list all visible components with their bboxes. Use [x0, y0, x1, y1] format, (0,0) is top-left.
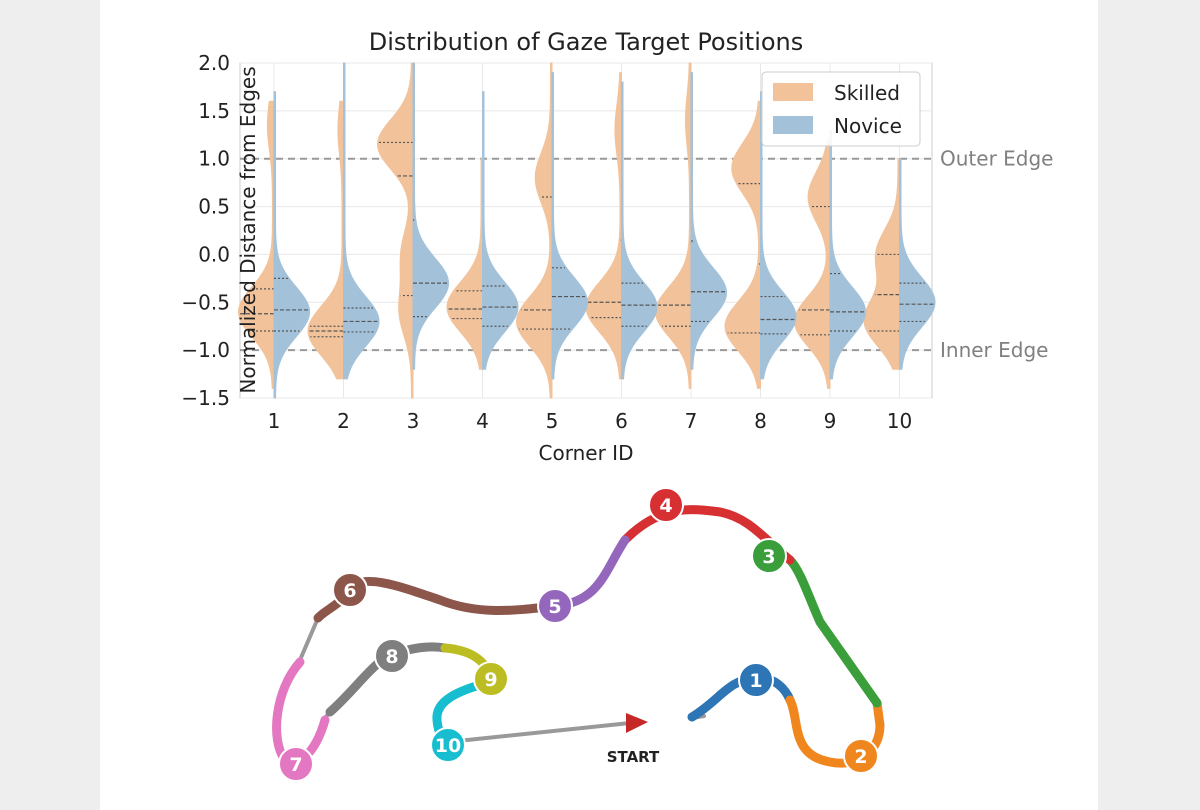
corner-marker-label-7: 7	[289, 754, 302, 776]
y-axis-ticks: 2.0 1.5 1.0 0.5 0.0 −0.5 −1.0 −1.5	[181, 51, 230, 410]
corner-marker-1	[738, 662, 774, 698]
violin-novice-9	[829, 129, 867, 380]
legend-label-novice: Novice	[834, 114, 902, 138]
violin-chart: Distribution of Gaze Target Positions Ou…	[181, 28, 1053, 465]
x-tick-label: 8	[754, 409, 767, 433]
violins	[237, 62, 936, 399]
reference-line-label: Outer Edge	[940, 147, 1053, 171]
x-axis-label: Corner ID	[539, 441, 634, 465]
corner-segment-2	[785, 695, 885, 768]
corner-marker-10	[430, 727, 466, 763]
corner-marker-label-1: 1	[749, 670, 762, 692]
violin-skilled-3	[376, 62, 414, 399]
violin-novice-10	[899, 158, 936, 370]
chart-title: Distribution of Gaze Target Positions	[369, 28, 804, 56]
x-tick-label: 1	[268, 409, 281, 433]
y-tick-label: 0.0	[198, 242, 230, 266]
y-axis-label: Normalized Distance from Edges	[236, 66, 260, 393]
violin-novice-4	[482, 91, 519, 370]
violin-novice-2	[343, 62, 380, 380]
y-tick-label: 1.5	[198, 99, 230, 123]
legend-label-skilled: Skilled	[834, 81, 900, 105]
x-tick-label: 4	[476, 409, 489, 433]
x-tick-label: 3	[407, 409, 420, 433]
violin-novice-5	[551, 72, 589, 380]
corner-segment-6	[313, 577, 560, 623]
corner-marker-label-8: 8	[385, 646, 398, 668]
start-arrow-icon	[626, 713, 648, 733]
corner-marker-label-2: 2	[854, 746, 867, 768]
violin-novice-7	[690, 72, 728, 370]
track-map: START 1 2 3 4 5 6 7 8 9 10	[272, 487, 885, 782]
x-tick-label: 10	[887, 409, 912, 433]
violin-skilled-7	[654, 62, 692, 389]
violin-skilled-5	[515, 62, 553, 399]
y-tick-label: −1.5	[181, 386, 230, 410]
violin-skilled-2	[307, 100, 344, 380]
corner-marker-label-9: 9	[484, 669, 497, 691]
corner-marker-5	[537, 588, 573, 624]
x-tick-label: 9	[824, 409, 837, 433]
y-tick-label: −0.5	[181, 290, 230, 314]
y-tick-label: 2.0	[198, 51, 230, 75]
legend: Skilled Novice	[761, 71, 921, 147]
corner-marker-4	[648, 487, 684, 523]
x-tick-label: 2	[337, 409, 350, 433]
legend-swatch-skilled	[773, 83, 813, 101]
reference-line-label: Inner Edge	[940, 338, 1048, 362]
corner-marker-7	[278, 746, 314, 782]
figure-panel: Distribution of Gaze Target Positions Ou…	[100, 0, 1098, 810]
y-tick-label: 1.0	[198, 147, 230, 171]
corner-marker-label-4: 4	[659, 495, 672, 517]
corner-marker-label-6: 6	[343, 580, 356, 602]
violin-skilled-8	[724, 100, 761, 389]
corner-marker-9	[473, 661, 509, 697]
track-segment	[298, 616, 320, 662]
figure-svg: Distribution of Gaze Target Positions Ou…	[181, 28, 1053, 782]
violin-novice-3	[412, 62, 449, 370]
track-segment-straight	[446, 721, 632, 744]
violin-skilled-10	[863, 158, 900, 370]
corner-segment-3	[785, 555, 882, 708]
y-tick-label: −1.0	[181, 338, 230, 362]
x-tick-label: 7	[685, 409, 698, 433]
corner-marker-3	[751, 538, 787, 574]
corner-marker-label-3: 3	[762, 546, 775, 568]
corner-marker-label-5: 5	[548, 596, 561, 618]
corner-marker-label-10: 10	[435, 735, 461, 757]
legend-swatch-novice	[773, 116, 813, 134]
violin-skilled-4	[446, 158, 483, 370]
corner-marker-2	[843, 738, 879, 774]
violin-skilled-1	[237, 100, 275, 389]
corner-marker-6	[332, 572, 368, 608]
violin-novice-1	[273, 91, 310, 399]
y-tick-label: 0.5	[198, 195, 230, 219]
corner-marker-8	[374, 638, 410, 674]
start-label: START	[607, 748, 660, 766]
x-tick-label: 6	[615, 409, 628, 433]
violin-skilled-9	[793, 139, 831, 389]
x-axis-ticks: 1 2 3 4 5 6 7 8 9 10	[268, 409, 913, 433]
x-tick-label: 5	[546, 409, 559, 433]
